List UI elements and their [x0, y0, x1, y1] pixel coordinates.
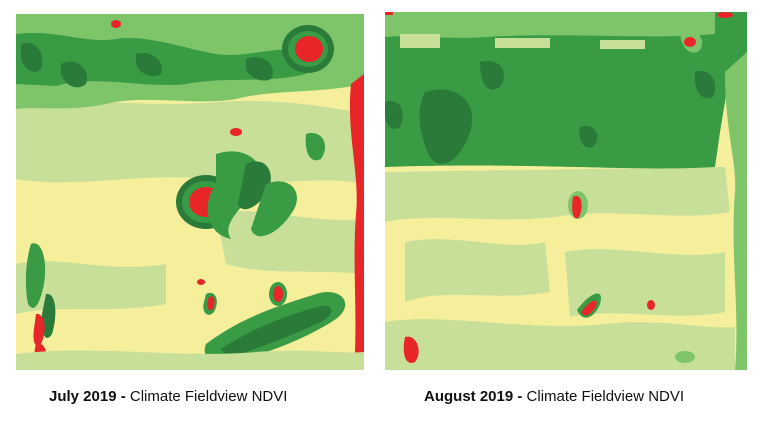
caption-august-2019: August 2019 - Climate Fieldview NDVI [424, 388, 684, 405]
caption-july-2019: July 2019 - Climate Fieldview NDVI [49, 388, 287, 405]
ndvi-map-july-2019 [16, 14, 364, 370]
caption-july-2019-date: July 2019 - [49, 388, 126, 405]
caption-july-2019-text: Climate Fieldview NDVI [125, 388, 288, 405]
caption-august-2019-text: Climate Fieldview NDVI [522, 388, 685, 405]
caption-august-2019-date: August 2019 - [424, 388, 523, 405]
ndvi-map-august-2019 [385, 12, 747, 370]
